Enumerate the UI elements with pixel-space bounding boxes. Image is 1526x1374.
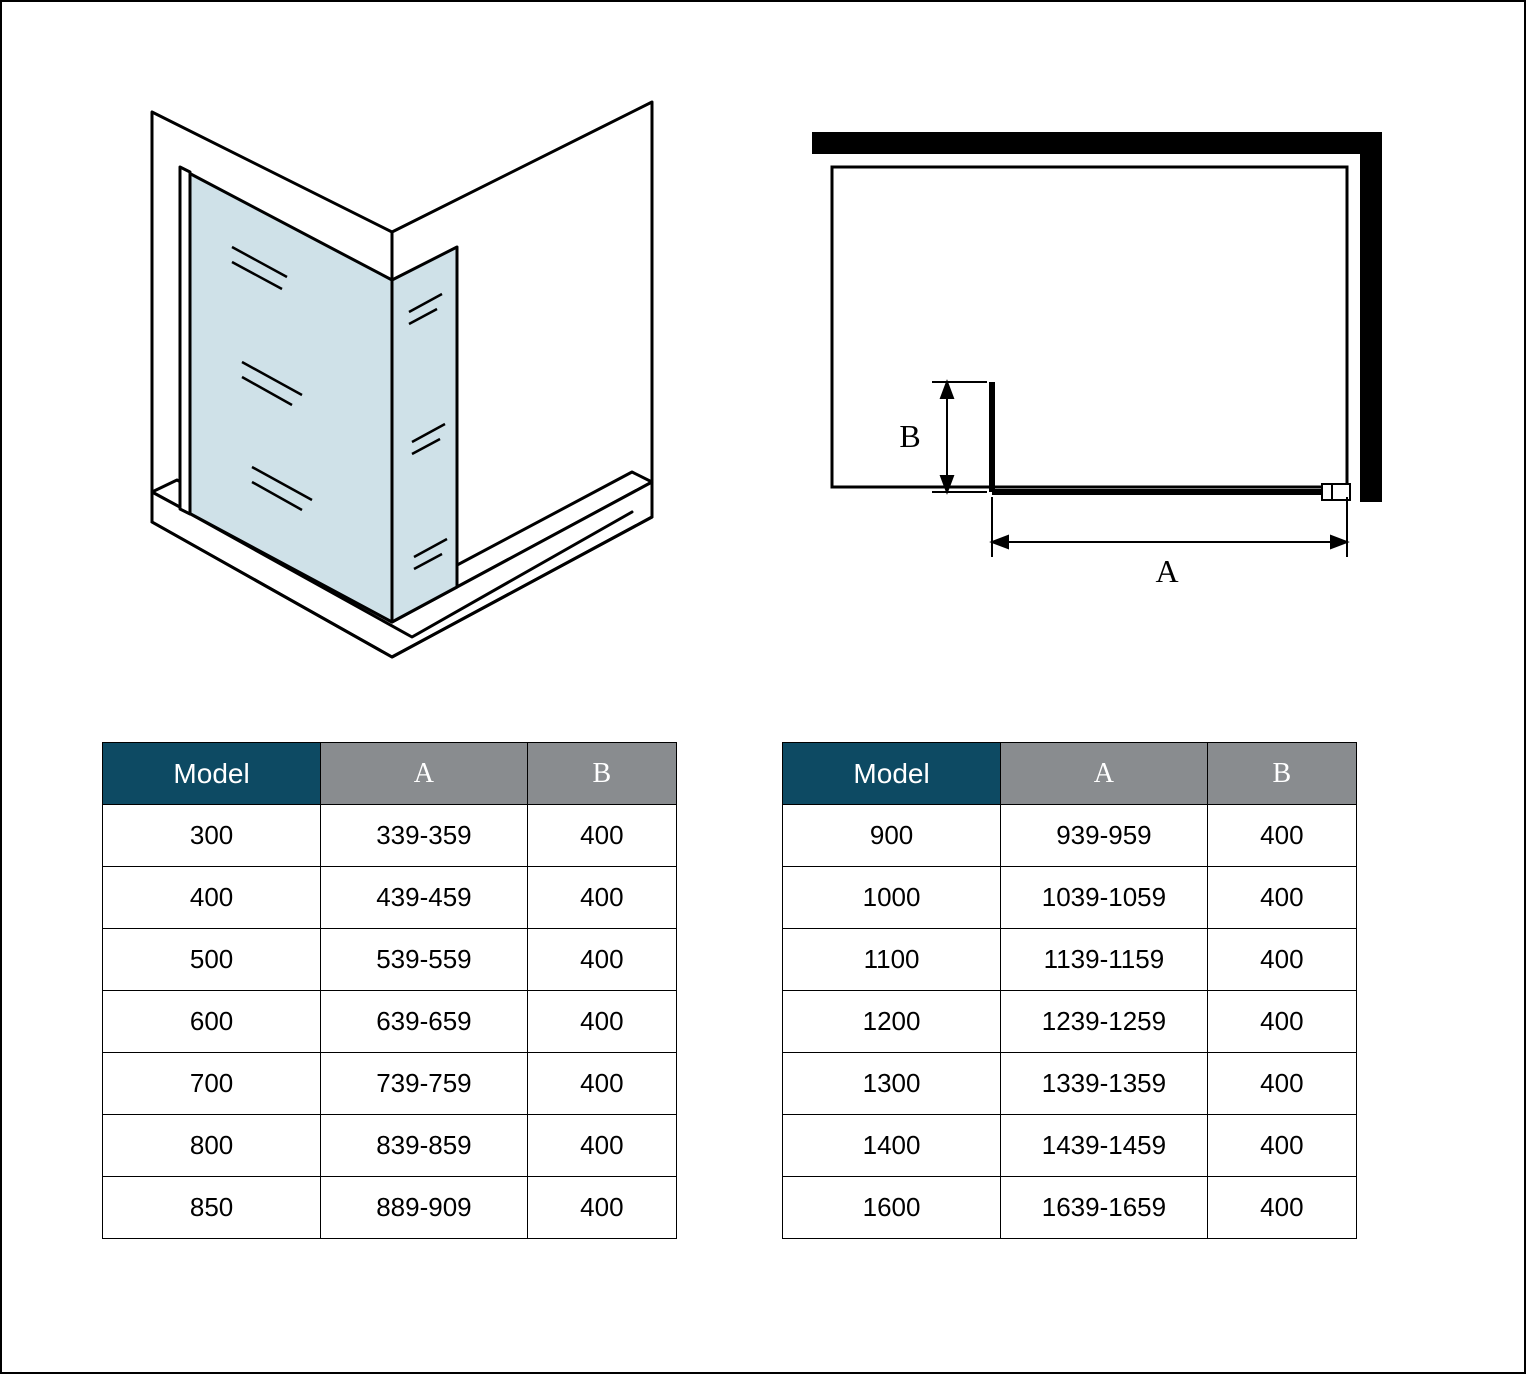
table-row: 900939-959400	[783, 805, 1357, 867]
cell-a: 839-859	[321, 1115, 528, 1177]
cell-model: 700	[103, 1053, 321, 1115]
data-table: Model A B 900939-95940010001039-10594001…	[782, 742, 1357, 1239]
col-header-a: A	[321, 743, 528, 805]
cell-b: 400	[1207, 929, 1356, 991]
cell-b: 400	[1207, 805, 1356, 867]
diagram-area: A B	[2, 62, 1524, 702]
cell-b: 400	[1207, 867, 1356, 929]
cell-model: 900	[783, 805, 1001, 867]
table-row: 600639-659400	[103, 991, 677, 1053]
cell-b: 400	[527, 805, 676, 867]
cell-b: 400	[527, 991, 676, 1053]
col-header-b: B	[527, 743, 676, 805]
table-row: 11001139-1159400	[783, 929, 1357, 991]
table-row: 500539-559400	[103, 929, 677, 991]
cell-a: 1639-1659	[1001, 1177, 1208, 1239]
cell-a: 1139-1159	[1001, 929, 1208, 991]
table-row: 800839-859400	[103, 1115, 677, 1177]
cell-b: 400	[1207, 1053, 1356, 1115]
table-row: 14001439-1459400	[783, 1115, 1357, 1177]
spec-sheet: A B Model A B	[0, 0, 1526, 1374]
col-header-model: Model	[783, 743, 1001, 805]
spec-table-right: Model A B 900939-95940010001039-10594001…	[782, 742, 1357, 1239]
cell-a: 889-909	[321, 1177, 528, 1239]
table-row: 10001039-1059400	[783, 867, 1357, 929]
table-row: 850889-909400	[103, 1177, 677, 1239]
cell-model: 1000	[783, 867, 1001, 929]
cell-model: 300	[103, 805, 321, 867]
cell-model: 1400	[783, 1115, 1001, 1177]
cell-b: 400	[527, 929, 676, 991]
cell-b: 400	[1207, 991, 1356, 1053]
cell-a: 1439-1459	[1001, 1115, 1208, 1177]
table-row: 700739-759400	[103, 1053, 677, 1115]
spec-table-left: Model A B 300339-359400400439-4594005005…	[102, 742, 677, 1239]
cell-b: 400	[527, 867, 676, 929]
cell-model: 1200	[783, 991, 1001, 1053]
cell-b: 400	[1207, 1177, 1356, 1239]
col-header-a: A	[1001, 743, 1208, 805]
table-row: 300339-359400	[103, 805, 677, 867]
cell-b: 400	[1207, 1115, 1356, 1177]
cell-a: 339-359	[321, 805, 528, 867]
cell-a: 1039-1059	[1001, 867, 1208, 929]
cell-model: 600	[103, 991, 321, 1053]
cell-a: 539-559	[321, 929, 528, 991]
dim-label-a: A	[1155, 553, 1178, 589]
cell-model: 800	[103, 1115, 321, 1177]
cell-a: 939-959	[1001, 805, 1208, 867]
cell-model: 850	[103, 1177, 321, 1239]
col-header-b: B	[1207, 743, 1356, 805]
isometric-diagram	[92, 62, 692, 682]
dim-label-b: B	[899, 418, 920, 454]
table-row: 16001639-1659400	[783, 1177, 1357, 1239]
cell-a: 1339-1359	[1001, 1053, 1208, 1115]
table-row: 13001339-1359400	[783, 1053, 1357, 1115]
cell-a: 1239-1259	[1001, 991, 1208, 1053]
cell-b: 400	[527, 1115, 676, 1177]
cell-model: 1600	[783, 1177, 1001, 1239]
col-header-model: Model	[103, 743, 321, 805]
plan-diagram: A B	[792, 112, 1412, 632]
cell-model: 500	[103, 929, 321, 991]
table-row: 400439-459400	[103, 867, 677, 929]
cell-model: 1300	[783, 1053, 1001, 1115]
cell-b: 400	[527, 1053, 676, 1115]
cell-model: 1100	[783, 929, 1001, 991]
table-row: 12001239-1259400	[783, 991, 1357, 1053]
cell-model: 400	[103, 867, 321, 929]
cell-b: 400	[527, 1177, 676, 1239]
data-table: Model A B 300339-359400400439-4594005005…	[102, 742, 677, 1239]
cell-a: 639-659	[321, 991, 528, 1053]
cell-a: 739-759	[321, 1053, 528, 1115]
cell-a: 439-459	[321, 867, 528, 929]
